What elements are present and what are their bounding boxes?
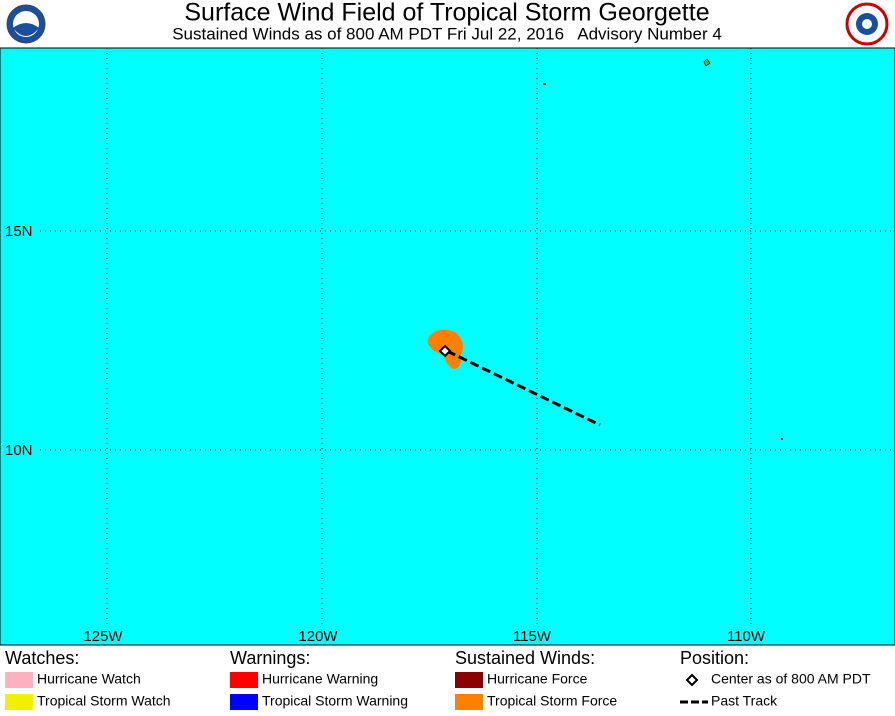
lon-label: 115W	[513, 628, 552, 645]
lat-label: 10N	[5, 442, 33, 459]
lon-label: 120W	[298, 628, 338, 645]
legend-heading: Warnings:	[230, 648, 310, 668]
island	[543, 83, 546, 85]
island	[781, 438, 783, 440]
legend-heading: Watches:	[5, 648, 79, 668]
legend-swatch	[230, 672, 258, 688]
legend-label: Center as of 800 AM PDT	[711, 671, 871, 687]
legend-swatch	[5, 672, 33, 688]
legend-heading: Position:	[680, 648, 749, 668]
legend: Watches: Hurricane Watch Tropical Storm Wa…	[5, 648, 871, 710]
storm-center	[438, 344, 452, 358]
legend-swatch	[455, 694, 483, 710]
map: 15N 10N 125W 120W 115W 110W	[0, 47, 895, 646]
legend-label: Tropical Storm Watch	[37, 693, 171, 709]
noaa-logo	[6, 4, 46, 44]
title: Surface Wind Field of Tropical Storm Geo…	[184, 0, 709, 27]
nws-logo	[845, 2, 889, 46]
legend-label: Hurricane Warning	[262, 671, 378, 687]
legend-label: Tropical Storm Warning	[262, 693, 408, 709]
lon-label: 125W	[83, 628, 123, 645]
island	[703, 58, 711, 67]
lat-label: 15N	[5, 223, 33, 240]
legend-label: Hurricane Force	[487, 671, 588, 687]
legend-heading: Sustained Winds:	[455, 648, 595, 668]
past-track	[446, 349, 601, 427]
legend-swatch	[5, 694, 33, 710]
legend-label: Hurricane Watch	[37, 671, 141, 687]
legend-swatch	[455, 672, 483, 688]
legend-label: Past Track	[711, 693, 778, 709]
subtitle: Sustained Winds as of 800 AM PDT Fri Jul…	[172, 24, 722, 43]
legend-label: Tropical Storm Force	[487, 693, 617, 709]
legend-center-icon	[685, 673, 699, 687]
lon-label: 110W	[727, 628, 766, 645]
legend-swatch	[230, 694, 258, 710]
